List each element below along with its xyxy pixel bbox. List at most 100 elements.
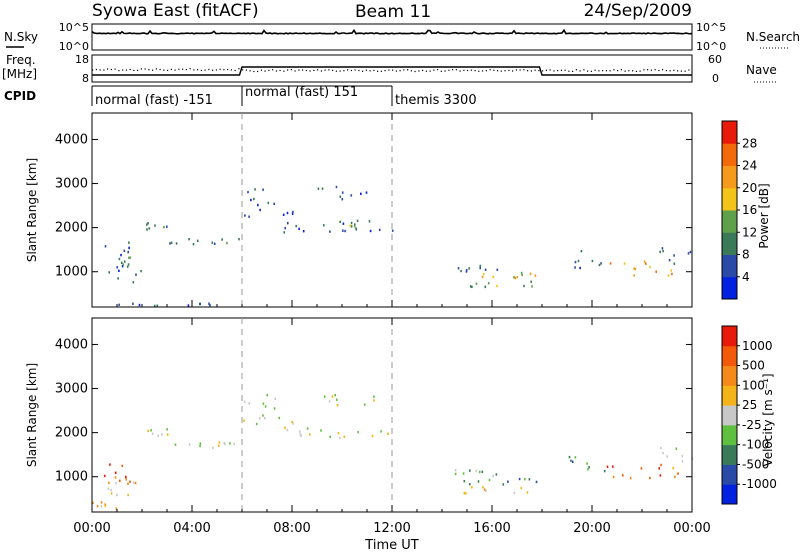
heatmap-cell <box>339 220 341 223</box>
heatmap-cell <box>371 434 374 438</box>
cpid-mode-2: normal (fast) 151 <box>245 85 358 100</box>
nave-dot <box>163 69 165 71</box>
nave-dot <box>373 69 375 71</box>
nave-dot <box>598 70 600 72</box>
nave-dot <box>118 70 120 72</box>
heatmap-cell <box>199 444 201 448</box>
heatmap-cell <box>483 488 486 491</box>
heatmap-cell <box>295 224 297 228</box>
heatmap-cell <box>254 188 256 191</box>
heatmap-cell <box>373 395 375 398</box>
heatmap-cell <box>655 270 657 273</box>
heatmap-cell <box>118 303 120 306</box>
heatmap-cell <box>299 433 302 436</box>
heatmap-cell <box>342 229 344 232</box>
heatmap-cell <box>574 266 576 269</box>
heatmap-cell <box>320 429 322 432</box>
heatmap-cell <box>151 432 154 435</box>
xtick-label: 00:00 <box>673 521 710 536</box>
noise-panel: N.Sky 10^5 10^0 10^5 10^0 N.Search <box>4 21 800 53</box>
heatmap-cell <box>681 460 684 463</box>
heatmap-cell <box>350 194 353 197</box>
colorbar-swatch <box>722 143 737 166</box>
nave-dot <box>605 70 607 72</box>
heatmap-cell <box>192 243 195 246</box>
heatmap-cell <box>212 446 214 450</box>
noise-label-left: N.Sky <box>4 30 38 44</box>
heatmap-cell <box>529 272 532 275</box>
heatmap-cell <box>496 268 499 271</box>
heatmap-cell <box>674 475 676 479</box>
nave-tick-lo-right: 0 <box>712 72 719 85</box>
nave-dot <box>613 69 615 71</box>
heatmap-cell <box>671 272 673 276</box>
heatmap-cell <box>502 483 505 486</box>
heatmap-cell <box>154 224 156 227</box>
nave-dot <box>500 70 502 72</box>
heatmap-cell <box>468 267 470 270</box>
nave-dot <box>230 69 232 71</box>
heatmap-cell <box>524 477 526 481</box>
power-heatmap-cells <box>104 185 692 308</box>
nave-dot <box>114 68 116 70</box>
cpid-label: CPID <box>4 89 36 103</box>
nave-dot <box>107 68 109 70</box>
heatmap-cell <box>284 226 286 230</box>
heatmap-cell <box>640 467 643 470</box>
heatmap-cell <box>96 504 99 508</box>
nave-dot <box>504 70 506 72</box>
power-frame <box>91 112 693 308</box>
heatmap-cell <box>267 201 270 205</box>
colorbar-swatch <box>722 232 737 255</box>
heatmap-cell <box>481 275 484 279</box>
heatmap-cell <box>166 225 168 228</box>
heatmap-cell <box>233 442 235 446</box>
freq-label: Freq. <box>6 53 36 67</box>
nave-dot <box>369 70 371 72</box>
nave-dot <box>594 69 596 71</box>
nave-dot <box>144 68 146 70</box>
heatmap-cell <box>274 397 277 400</box>
nave-dot <box>414 70 416 73</box>
heatmap-cell <box>666 455 668 458</box>
heatmap-cell <box>586 462 588 465</box>
freq-frame <box>91 54 693 83</box>
heatmap-cell <box>463 491 466 495</box>
heatmap-cell <box>300 434 302 437</box>
heatmap-cell <box>221 238 223 241</box>
nave-dot <box>579 70 581 72</box>
heatmap-cell <box>244 214 246 217</box>
frequency-line <box>92 66 692 76</box>
heatmap-cell <box>479 264 482 268</box>
heatmap-cell <box>681 454 683 458</box>
heatmap-cell <box>454 469 457 472</box>
colorbar-swatch <box>722 444 737 465</box>
heatmap-cell <box>264 405 267 408</box>
heatmap-cell <box>570 459 572 462</box>
heatmap-cell <box>513 276 515 279</box>
heatmap-cell <box>469 469 471 472</box>
heatmap-cell <box>107 487 110 491</box>
noise-sky-line <box>91 28 693 35</box>
heatmap-cell <box>146 228 148 231</box>
heatmap-cell <box>341 198 344 201</box>
heatmap-cell <box>492 275 495 279</box>
heatmap-cell <box>387 432 389 435</box>
nave-dot <box>103 69 105 71</box>
nave-dot <box>392 69 394 71</box>
nave-dot <box>628 70 630 72</box>
colorbar-tick-label: 8 <box>742 248 750 262</box>
colorbar-tick-label: 28 <box>742 136 757 150</box>
heatmap-cell <box>574 456 577 459</box>
nave-dot <box>343 70 345 72</box>
heatmap-cell <box>344 229 346 233</box>
heatmap-cell <box>278 416 280 420</box>
heatmap-cell <box>667 274 670 277</box>
nave-dot <box>455 69 457 71</box>
heatmap-cell <box>518 477 521 481</box>
heatmap-cell <box>199 302 201 306</box>
heatmap-cell <box>170 241 173 244</box>
heatmap-cell <box>110 488 112 492</box>
heatmap-cell <box>273 407 276 410</box>
velocity-frame <box>91 317 693 513</box>
